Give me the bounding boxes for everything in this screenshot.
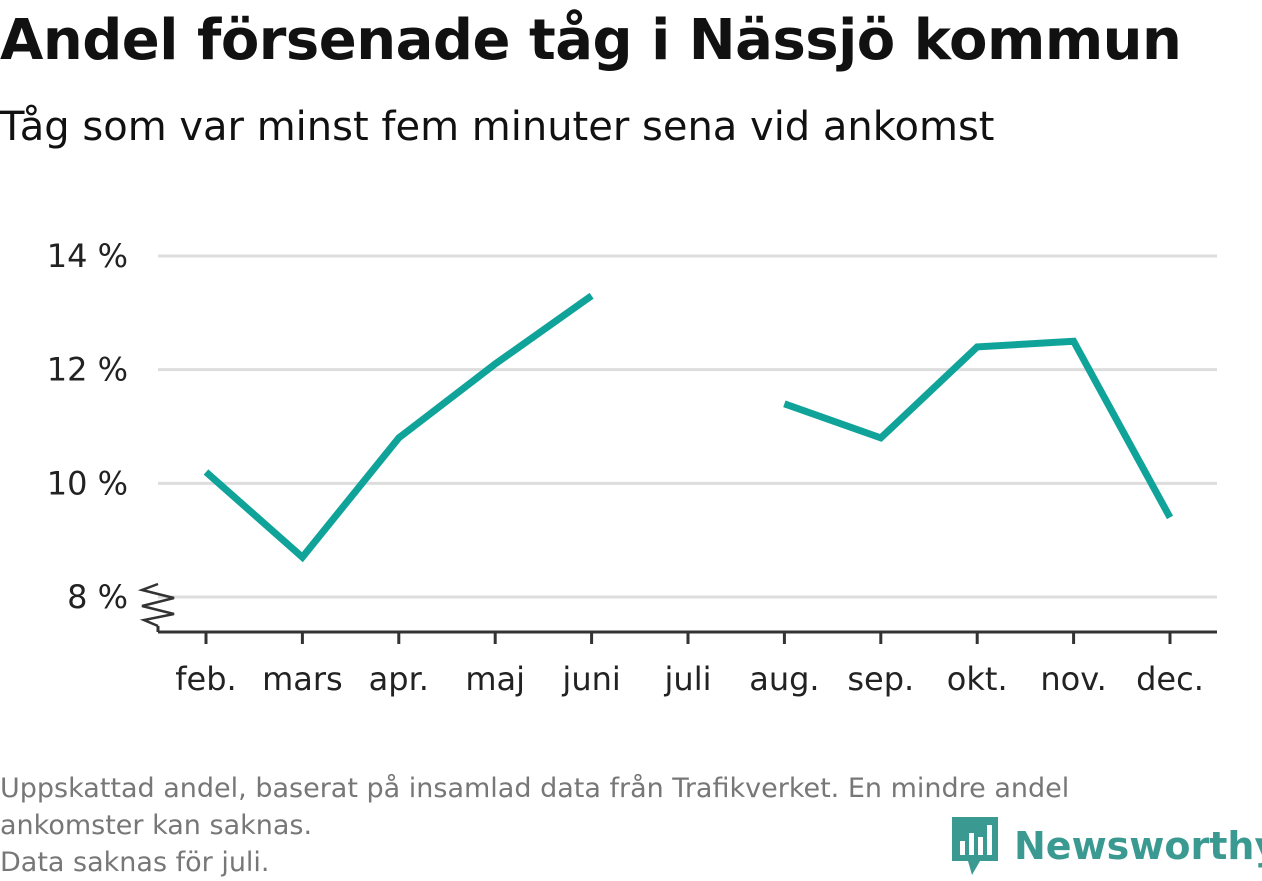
x-tick-label: aug.: [749, 660, 819, 698]
x-tick-label: maj: [465, 660, 525, 698]
x-tick-label: juli: [664, 660, 712, 698]
axis-break-icon: [137, 582, 175, 628]
y-tick-label: 14 %: [47, 237, 128, 275]
footer-note: Uppskattad andel, baserat på insamlad da…: [0, 770, 1250, 881]
chart-title: Andel försenade tåg i Nässjö kommun: [0, 8, 1182, 73]
x-tick-label: nov.: [1040, 660, 1106, 698]
series-line-segment: [783, 337, 1174, 520]
x-tick-label: mars: [262, 660, 343, 698]
x-tick-label: juni: [561, 660, 620, 698]
line-chart: 8 % 10 % 12 % 14 % feb. mars apr. maj juni juli au…: [47, 237, 1217, 698]
series-line-segment: [203, 292, 594, 563]
footer-line-1: Uppskattad andel, baserat på insamlad da…: [0, 773, 1070, 804]
x-tick-label: dec.: [1136, 660, 1204, 698]
y-tick-label: 10 %: [47, 464, 128, 502]
x-tick-label: okt.: [947, 660, 1008, 698]
footer-line-3: Data saknas för juli.: [0, 847, 270, 878]
x-tick-label: apr.: [369, 660, 429, 698]
footer-line-2: ankomster kan saknas.: [0, 810, 313, 841]
newsworthy-logo: Newsworthy: [950, 815, 1262, 877]
x-tick-label: sep.: [847, 660, 914, 698]
y-tick-label: 8 %: [67, 578, 128, 616]
newsworthy-logo-icon: [952, 817, 998, 875]
x-tick-label: feb.: [175, 660, 236, 698]
chart-subtitle: Tåg som var minst fem minuter sena vid a…: [0, 104, 995, 150]
logo-text: Newsworthy: [1014, 824, 1262, 868]
y-tick-label: 12 %: [47, 351, 128, 389]
